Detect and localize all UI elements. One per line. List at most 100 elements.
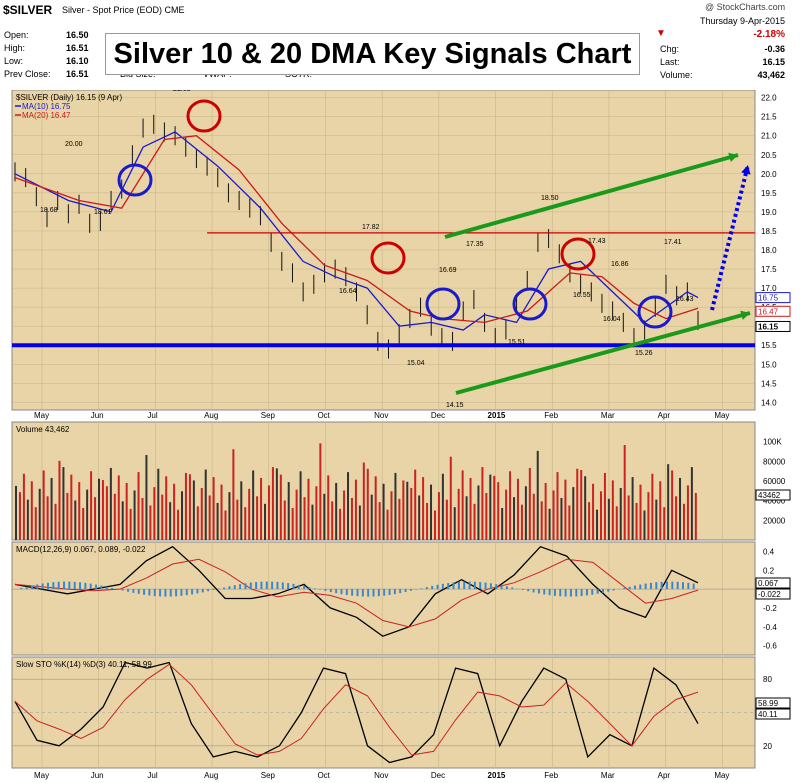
sto-right-box [755, 697, 791, 709]
volume-bar [228, 492, 231, 540]
breakout-dotted-arrow [710, 164, 750, 311]
volume-bar [465, 496, 468, 540]
macd-hist-bar [308, 587, 311, 590]
volume-bar [631, 477, 634, 540]
volume-bar [382, 483, 385, 540]
macd-hist-bar [180, 589, 183, 596]
volume-bar [406, 481, 409, 540]
volume-bar [394, 472, 397, 540]
price-right-label: 16.15 [758, 322, 779, 331]
volume-bar [422, 477, 425, 540]
x-tick-label: Jul [147, 411, 157, 420]
volume-bar [544, 482, 547, 540]
macd-hist-bar [223, 587, 226, 590]
volume-bar [220, 484, 223, 540]
macd-hist-bar [313, 588, 316, 590]
volume-bar [339, 508, 342, 540]
price-annotation: 18.61 [94, 209, 112, 216]
volume-bar [173, 483, 176, 540]
price-legend-title: $SILVER (Daily) 16.15 (9 Apr) [16, 93, 122, 102]
macd-hist-bar [644, 583, 647, 590]
x-tick-label-bottom: Mar [601, 771, 615, 780]
volume-bar [592, 483, 595, 540]
macd-y-tick: -0.4 [763, 623, 777, 632]
macd-hist-bar [431, 585, 434, 590]
macd-hist-bar [324, 589, 327, 591]
price-y-tick: 21.0 [761, 132, 777, 141]
volume-bar [410, 487, 413, 540]
volume-bar [354, 479, 357, 540]
volume-bar [236, 499, 239, 540]
volume-bar [267, 485, 270, 540]
upper-channel-arrow-head [728, 152, 738, 162]
volume-y-tick: 100K [763, 438, 782, 447]
volume-bar [248, 488, 251, 540]
macd-hist-bar [564, 589, 567, 597]
volume-bar [390, 491, 393, 540]
macd-hist-bar [143, 589, 146, 595]
volume-bar [378, 502, 381, 540]
price-annotation: 16.86 [611, 261, 629, 268]
macd-hist-bar [420, 588, 423, 590]
macd-hist-bar [607, 589, 610, 592]
prev-close-label: Prev Close: [4, 69, 51, 79]
volume-bar [576, 468, 579, 540]
volume-bar [90, 471, 93, 540]
sto-y-tick: 80 [763, 675, 772, 684]
x-tick-label: Sep [261, 411, 276, 420]
volume-bar [184, 472, 187, 540]
macd-hist-bar [201, 589, 204, 593]
price-y-tick: 19.0 [761, 208, 777, 217]
volume-bar [347, 472, 350, 540]
macd-hist-bar [132, 589, 135, 593]
volume-bar [157, 468, 160, 540]
watermark: @ StockCharts.com [705, 2, 786, 12]
macd-y-tick: -0.6 [763, 642, 777, 651]
macd-hist-bar [505, 586, 508, 590]
volume-bar [596, 509, 599, 540]
volume-bar [528, 467, 531, 540]
signal-circle [637, 295, 673, 329]
volume-y-tick: 80000 [763, 457, 786, 466]
volume-bar [125, 482, 128, 540]
macd-hist-bar [484, 582, 487, 590]
volume-bar [295, 489, 298, 540]
volume-bar [86, 489, 89, 540]
volume-bar [398, 498, 401, 540]
price-annotation: 17.82 [362, 224, 380, 231]
volume-bar [445, 499, 448, 540]
volume-value: 43,462 [757, 70, 785, 80]
macd-hist-bar [409, 589, 412, 591]
volume-bar [181, 491, 184, 540]
volume-bar [161, 494, 164, 540]
volume-bar [426, 502, 429, 540]
x-tick-label: Aug [204, 411, 218, 420]
volume-bar [319, 443, 322, 540]
volume-bar [469, 477, 472, 540]
volume-bar [244, 507, 247, 540]
lower-channel-arrow-head [740, 310, 750, 320]
lower-channel-arrow [455, 311, 751, 395]
volume-bar [651, 473, 654, 540]
macd-hist-bar [287, 583, 290, 590]
volume-bar [70, 474, 73, 540]
macd-hist-bar [111, 588, 114, 590]
volume-bar [643, 510, 646, 540]
volume-bar [30, 481, 33, 540]
sto-k-line [14, 661, 699, 764]
volume-bar [121, 501, 124, 540]
macd-hist-bar [393, 589, 396, 595]
x-tick-label-bottom: 2015 [488, 771, 506, 780]
change-pct: -2.18% [753, 29, 785, 40]
macd-hist-bar [457, 581, 460, 590]
macd-hist-bar [228, 586, 231, 590]
volume-bar [540, 501, 543, 540]
volume-bar [497, 482, 500, 540]
x-tick-label: Apr [658, 411, 671, 420]
volume-bar [192, 480, 195, 540]
volume-bar [682, 503, 685, 540]
volume-bar [54, 503, 57, 540]
volume-bar [655, 499, 658, 540]
upper-channel-arrow [444, 153, 739, 239]
volume-bar [489, 474, 492, 540]
